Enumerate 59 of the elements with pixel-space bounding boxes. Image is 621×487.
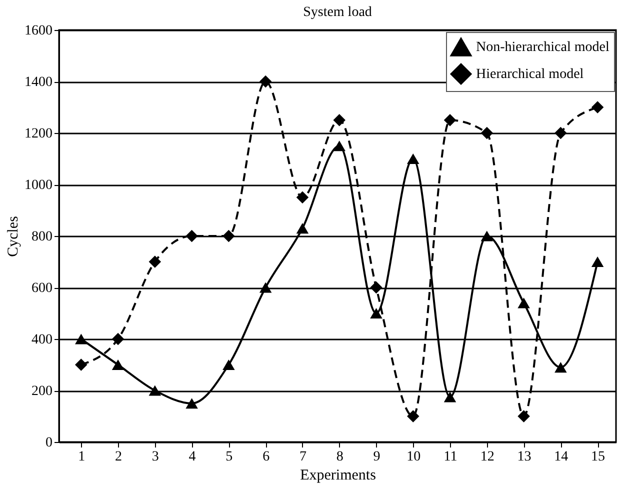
y-axis-title: Cycles <box>6 216 22 257</box>
x-tick-label: 8 <box>336 450 344 464</box>
point <box>148 385 162 396</box>
legend-label: Non-hierarchical model <box>476 40 610 55</box>
point <box>406 410 420 422</box>
x-tick-label: 11 <box>444 450 458 464</box>
chart-title: System load <box>303 5 372 20</box>
x-tick-label: 5 <box>226 450 233 464</box>
point <box>222 230 235 242</box>
point <box>296 222 309 234</box>
y-tick-label: 0 <box>46 436 52 450</box>
point <box>222 359 235 370</box>
y-tick-label: 1600 <box>24 24 52 38</box>
x-tick-label: 12 <box>480 450 494 464</box>
y-tick-label: 1400 <box>24 75 52 90</box>
point <box>480 230 494 242</box>
x-tick-label: 1 <box>78 450 86 464</box>
y-tick-label: 600 <box>32 281 52 296</box>
point <box>518 410 530 422</box>
point <box>112 359 124 370</box>
point <box>444 392 456 402</box>
point <box>148 256 162 268</box>
y-tick-label: 1200 <box>24 126 52 142</box>
point <box>112 332 124 346</box>
point <box>370 281 382 294</box>
x-tick-label: 6 <box>262 450 270 464</box>
x-tick-label: 14 <box>554 450 568 464</box>
point <box>370 308 382 319</box>
y-tick-label: 200 <box>32 384 52 399</box>
y-tick-label: 800 <box>32 230 52 244</box>
point <box>480 126 494 140</box>
x-tick-label: 13 <box>517 450 532 464</box>
x-tick-label: 9 <box>373 450 380 464</box>
x-axis-title: Experiments <box>300 468 376 484</box>
point <box>75 334 88 344</box>
point <box>333 140 346 152</box>
x-tick-label: 4 <box>188 450 196 464</box>
y-tick-label: 400 <box>32 332 52 348</box>
point <box>591 256 604 268</box>
x-tick-label: 15 <box>591 450 606 464</box>
point <box>186 230 198 242</box>
x-tick-label: 2 <box>115 450 122 464</box>
point <box>259 282 272 293</box>
x-tick-label: 3 <box>152 450 159 464</box>
point <box>406 153 420 164</box>
point <box>296 191 309 204</box>
point <box>518 298 530 308</box>
point <box>554 126 567 140</box>
y-tick-label: 1000 <box>24 178 52 193</box>
point <box>554 362 567 373</box>
point <box>259 75 272 88</box>
point <box>444 114 456 126</box>
point <box>591 101 604 114</box>
point <box>186 398 198 409</box>
point <box>75 358 88 371</box>
point <box>333 114 346 126</box>
legend-label: Hierarchical model <box>476 67 584 82</box>
x-tick-label: 7 <box>299 450 306 464</box>
x-tick-label: 10 <box>406 450 421 464</box>
